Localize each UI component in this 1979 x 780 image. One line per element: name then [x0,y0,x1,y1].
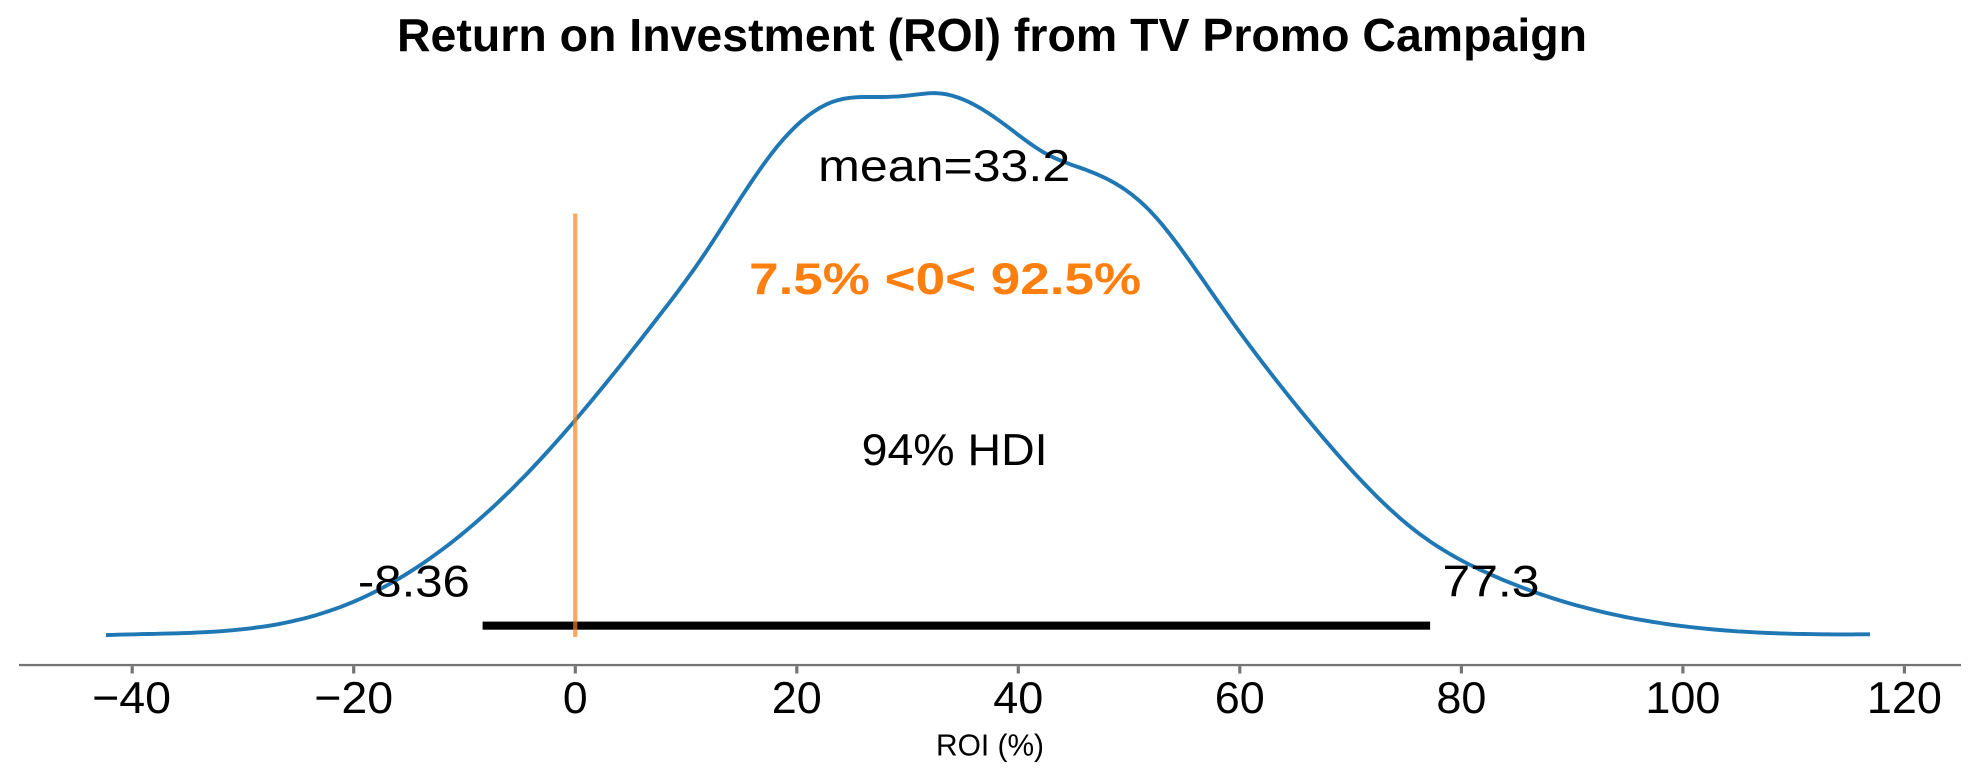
svg-text:−20: −20 [314,674,393,723]
svg-text:0: 0 [563,674,588,723]
svg-text:80: 80 [1436,674,1486,723]
svg-text:ROI (%): ROI (%) [936,727,1044,762]
svg-text:100: 100 [1645,674,1720,723]
svg-text:120: 120 [1867,674,1942,723]
svg-text:−40: −40 [92,674,171,723]
svg-text:60: 60 [1215,674,1265,723]
svg-text:40: 40 [993,674,1043,723]
svg-text:94% HDI: 94% HDI [862,426,1048,475]
svg-text:7.5% <0< 92.5%: 7.5% <0< 92.5% [749,255,1141,304]
svg-text:Return on Investment (ROI) fro: Return on Investment (ROI) from TV Promo… [397,9,1587,61]
svg-text:20: 20 [772,674,822,723]
svg-text:77.3: 77.3 [1443,557,1540,606]
svg-text:mean=33.2: mean=33.2 [818,142,1070,191]
svg-text:-8.36: -8.36 [358,558,470,607]
